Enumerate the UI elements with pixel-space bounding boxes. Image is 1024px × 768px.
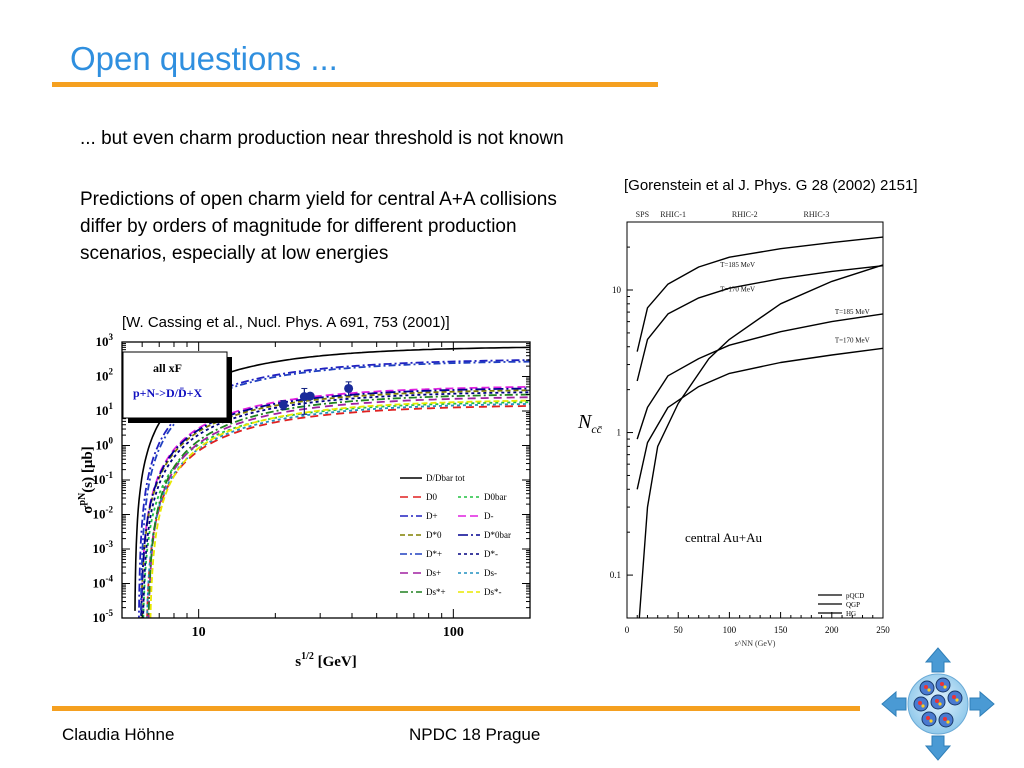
curve-ds xyxy=(149,399,530,618)
curve-d xyxy=(139,360,530,618)
x-tick-label: 10 xyxy=(192,625,206,640)
top-label: RHIC-1 xyxy=(660,210,686,219)
curve-d xyxy=(142,391,530,618)
x-tick-label: 100 xyxy=(723,625,737,635)
footer-rule xyxy=(52,706,860,711)
x-tick-label: 100 xyxy=(443,625,464,640)
data-point xyxy=(278,400,288,410)
curve-label: T=170 MeV xyxy=(720,285,755,293)
data-point xyxy=(305,391,315,401)
legend-label: HG xyxy=(846,610,856,618)
y-tick-label: 10-3 xyxy=(93,539,114,556)
description-paragraph: Predictions of open charm yield for cent… xyxy=(80,189,557,264)
curves-group xyxy=(134,346,530,618)
legend-label: D+ xyxy=(426,511,438,521)
info-box-line1: all xF xyxy=(153,361,182,375)
curve-hg xyxy=(636,265,884,382)
info-box-line2: p+N->D/D̄+X xyxy=(133,386,203,400)
y-tick-label: 10-1 xyxy=(93,470,114,487)
curve-qgp xyxy=(636,313,884,440)
y-tick-label: 10 xyxy=(612,285,622,295)
legend-label: D- xyxy=(484,511,494,521)
curve-qgp xyxy=(636,347,884,490)
legend-label: pQCD xyxy=(846,592,864,600)
top-label: SPS xyxy=(636,210,649,219)
curve-d0bar xyxy=(140,387,530,618)
y-axis-label: σpN(s) [μb] xyxy=(77,446,96,513)
subtitle-text: ... but even charm production near thres… xyxy=(80,128,564,149)
legend-label: QGP xyxy=(846,601,860,609)
legend: D/Dbar tot D0 D0bar D+ D- D*0 D*0bar D*+ D*- Ds+ D… xyxy=(400,473,511,597)
curve-pqcd xyxy=(638,264,884,619)
x-tick-label: 250 xyxy=(876,625,890,635)
legend-label: D0 xyxy=(426,492,437,502)
annotation-central-auau: central Au+Au xyxy=(685,530,763,545)
y-tick-label: 100 xyxy=(96,436,114,453)
curve-label: T=170 MeV xyxy=(835,336,870,344)
legend-label: Ds*- xyxy=(484,587,502,597)
footer-author: Claudia Höhne xyxy=(62,725,175,744)
y-tick-label: 101 xyxy=(96,401,114,418)
cross-section-chart: 103 102 101 100 10-1 10-2 10-3 10-4 10-5 10 100 s1/… xyxy=(77,332,531,670)
title-underline xyxy=(52,82,658,87)
x-tick-label: 200 xyxy=(825,625,839,635)
footer-conference: NPDC 18 Prague xyxy=(409,725,541,744)
legend-label: D*- xyxy=(484,549,498,559)
legend-label: Ds+ xyxy=(426,568,441,578)
curve-d xyxy=(138,359,530,618)
y-axis-label: Ncc̄ xyxy=(577,411,603,436)
charm-yield-chart: SPS RHIC-1 RHIC-2 RHIC-3 0 50 100 150 200 250 s^NN… xyxy=(577,210,890,648)
y-tick-label: 10-5 xyxy=(93,608,114,625)
reference-cassing: [W. Cassing et al., Nucl. Phys. A 691, 7… xyxy=(122,314,450,331)
curve-hg xyxy=(636,236,884,352)
curve-label: T=185 MeV xyxy=(720,261,755,269)
info-box xyxy=(122,351,228,419)
legend-label: D*0 xyxy=(426,530,442,540)
x-axis-label: s^NN (GeV) xyxy=(735,639,776,648)
legend-label: D/Dbar tot xyxy=(426,473,465,483)
reference-gorenstein: [Gorenstein et al J. Phys. G 28 (2002) 2… xyxy=(624,177,918,194)
legend-label: D*+ xyxy=(426,549,442,559)
x-tick-label: 150 xyxy=(774,625,788,635)
x-axis-label: s1/2 [GeV] xyxy=(295,651,357,670)
globe-with-four-arrows-icon xyxy=(881,647,995,761)
legend-label: D*0bar xyxy=(484,530,511,540)
top-label: RHIC-3 xyxy=(804,210,830,219)
y-tick-label: 10-4 xyxy=(93,574,114,591)
y-tick-label: 103 xyxy=(96,332,114,349)
data-point xyxy=(344,383,354,393)
x-tick-label: 50 xyxy=(674,625,684,635)
legend-label: Ds- xyxy=(484,568,497,578)
y-tick-label: 0.1 xyxy=(610,570,621,580)
y-tick-label: 102 xyxy=(96,367,114,384)
y-tick-label: 10-2 xyxy=(93,505,114,522)
plot-frame xyxy=(626,221,884,619)
legend-label: Ds*+ xyxy=(426,587,446,597)
curve-ds xyxy=(146,403,530,618)
curve-label: T=185 MeV xyxy=(835,308,870,316)
legend-label: D0bar xyxy=(484,492,507,502)
top-label: RHIC-2 xyxy=(732,210,758,219)
curve-ddbartot xyxy=(134,346,530,611)
curve-ds xyxy=(147,396,530,618)
page-title: Open questions ... xyxy=(70,40,338,77)
y-tick-label: 1 xyxy=(617,428,622,438)
curve-d0 xyxy=(146,405,530,618)
x-tick-label: 0 xyxy=(625,625,630,635)
